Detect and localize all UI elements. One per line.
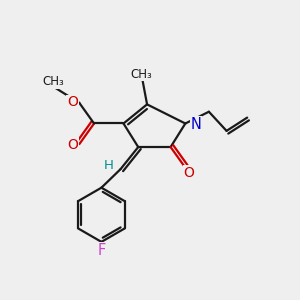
Text: N: N: [190, 117, 202, 132]
Text: H: H: [103, 159, 113, 172]
Text: O: O: [67, 95, 78, 109]
Text: CH₃: CH₃: [43, 75, 64, 88]
Text: F: F: [97, 243, 106, 258]
Text: O: O: [183, 166, 194, 180]
Text: CH₃: CH₃: [130, 68, 152, 81]
Text: O: O: [68, 138, 78, 152]
